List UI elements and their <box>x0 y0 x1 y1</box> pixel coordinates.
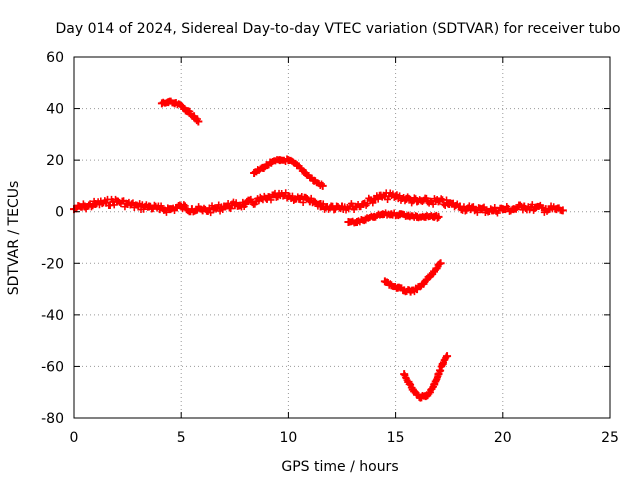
data-layer <box>70 97 567 402</box>
series-arc-6 <box>380 259 445 296</box>
data-point <box>443 352 452 361</box>
data-marker <box>162 208 170 216</box>
data-point <box>558 206 567 215</box>
data-marker <box>227 205 235 213</box>
data-marker <box>374 195 382 203</box>
data-point <box>194 117 203 126</box>
series-arc-2 <box>316 189 567 217</box>
y-tick-labels: -80 -60 -40 -20 0 20 40 60 <box>41 50 64 427</box>
data-marker <box>87 203 95 211</box>
series-arc-5 <box>344 209 443 227</box>
y-tick-label: -40 <box>41 308 64 324</box>
x-tick-label: 20 <box>494 430 512 446</box>
y-tick-label: 20 <box>46 153 64 169</box>
x-tick-label: 0 <box>70 430 79 446</box>
data-marker <box>311 198 319 206</box>
y-tick-label: -80 <box>41 411 64 427</box>
data-marker <box>186 107 194 115</box>
series-arc-1 <box>70 189 325 217</box>
series-arc-3 <box>157 97 203 126</box>
data-marker <box>473 208 481 216</box>
data-marker <box>221 203 229 211</box>
y-tick-label: 0 <box>55 205 64 221</box>
data-marker <box>307 194 315 202</box>
data-marker <box>437 195 445 203</box>
data-marker <box>479 204 487 212</box>
data-marker <box>128 200 136 208</box>
data-marker <box>516 201 524 209</box>
grid-lines <box>74 57 610 418</box>
x-tick-label: 10 <box>279 430 297 446</box>
data-marker <box>212 205 220 213</box>
data-point <box>436 259 445 268</box>
data-marker <box>480 203 488 211</box>
x-tick-label: 15 <box>387 430 405 446</box>
chart-title: Day 014 of 2024, Sidereal Day-to-day VTE… <box>55 21 620 37</box>
y-tick-label: 40 <box>46 102 64 118</box>
y-tick-label: -60 <box>41 359 64 375</box>
data-marker <box>180 201 188 209</box>
data-marker <box>181 202 189 210</box>
y-axis-label: SDTVAR / TECUs <box>6 181 22 296</box>
data-marker <box>319 200 327 208</box>
data-marker <box>247 195 255 203</box>
x-axis-label: GPS time / hours <box>281 459 398 475</box>
data-point <box>318 181 327 190</box>
data-point <box>434 212 443 221</box>
data-marker <box>267 196 275 204</box>
plot-frame <box>73 56 611 419</box>
y-tick-label: 60 <box>46 50 64 66</box>
y-tick-label: -20 <box>41 256 64 272</box>
x-tick-labels: 0 5 10 15 20 25 <box>70 430 619 446</box>
series-arc-7 <box>400 352 452 402</box>
tick-marks <box>73 56 611 419</box>
x-tick-label: 5 <box>177 430 186 446</box>
series-arc-4 <box>250 155 327 190</box>
data-marker <box>299 198 307 206</box>
x-tick-label: 25 <box>601 430 619 446</box>
